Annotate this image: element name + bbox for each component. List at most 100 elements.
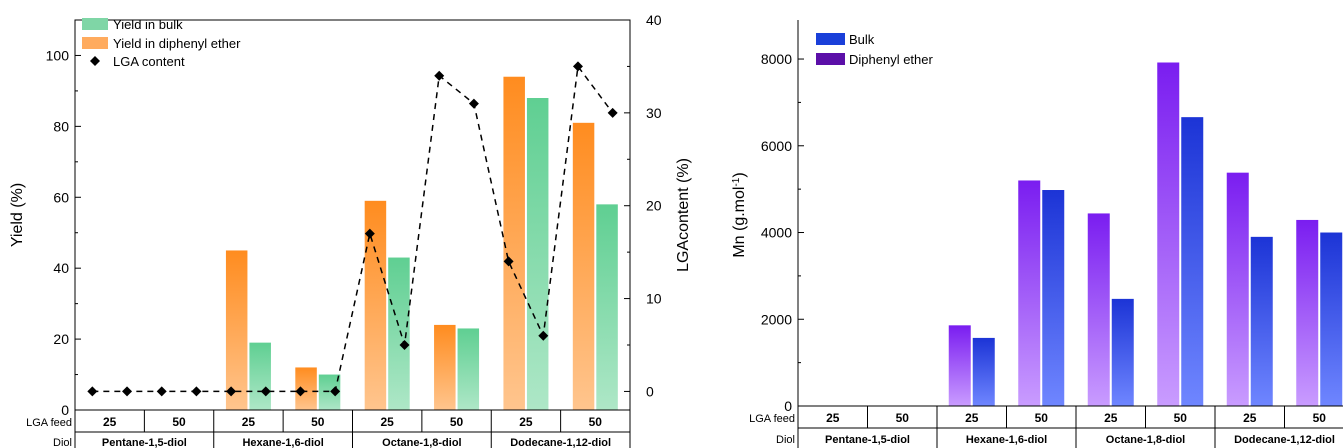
mn-bar-bulk-2 (972, 337, 995, 406)
mn-lga-feed-cell: 25 (1104, 411, 1118, 425)
legend-marker-lga (90, 56, 100, 66)
lga-point-3 (191, 386, 202, 397)
lga-point-9 (399, 340, 410, 350)
mn-y-tick-label: 6000 (761, 138, 792, 154)
mn-lga-feed-cell: 50 (1313, 411, 1327, 425)
y2-tick-label: 0 (646, 383, 654, 399)
lga-point-13 (538, 330, 549, 341)
y-tick-label: 80 (53, 118, 69, 134)
mn-bar-diphenyl-ether-5 (1157, 62, 1180, 407)
mn-y-tick-label: 4000 (761, 225, 792, 241)
mn-lga-feed-cell: 50 (1174, 411, 1188, 425)
row-label-diol: Diol (53, 437, 72, 448)
mn-row-label-diol: Diol (776, 434, 795, 446)
lga-feed-cell: 25 (519, 415, 533, 429)
lga-point-10 (434, 70, 445, 81)
yield-y-axis-label: Yield (%) (9, 183, 26, 247)
mn-diol-hexane-1-6-diol: Hexane-1,6-diol (966, 434, 1047, 446)
mn-lga-feed-cell: 50 (1035, 411, 1049, 425)
mn-diol-octane-1-8-diol: Octane-1,8-diol (1106, 434, 1185, 446)
bar-diphenyl-ether-6 (503, 76, 525, 411)
lga-point-1 (122, 386, 133, 397)
mn-bar-bulk-5 (1181, 117, 1204, 406)
lga-feed-cell: 25 (381, 415, 395, 429)
mn-lga-feed-cell: 25 (1243, 411, 1257, 425)
bar-bulk-3 (318, 374, 341, 410)
bar-diphenyl-ether-2 (225, 250, 248, 410)
y2-tick-label: 20 (646, 198, 662, 214)
legend-swatch-bulk-mn (816, 33, 845, 45)
mn-bar-bulk-4 (1111, 298, 1134, 406)
mn-legend: Bulk Diphenyl ether (816, 32, 933, 67)
lga-point-12 (503, 256, 514, 267)
diol-octane-1-8-diol: Octane-1,8-diol (382, 437, 461, 448)
mn-lga-feed-cell: 25 (965, 411, 979, 425)
mn-bar-diphenyl-ether-6 (1226, 172, 1249, 406)
legend-swatch-bulk (82, 18, 108, 30)
diol-hexane-1-6-diol: Hexane-1,6-diol (242, 437, 323, 448)
lga-feed-cell: 50 (172, 415, 186, 429)
lga-feed-cell: 50 (450, 415, 464, 429)
lga-point-0 (87, 386, 98, 397)
lga-point-2 (156, 386, 167, 397)
y-tick-label: 40 (53, 260, 69, 276)
lga-feed-cell: 50 (589, 415, 603, 429)
legend-label-lga: LGA content (113, 54, 185, 69)
y-tick-label: 100 (46, 47, 70, 63)
legend-swatch-diphenyl-ether (82, 37, 108, 49)
yield-chart: 0 20 40 60 80 100 0 10 20 30 40 25 50 25 50 25 50 25 50 P… (9, 12, 692, 448)
lga-point-5 (260, 386, 271, 397)
mn-bar-diphenyl-ether-7 (1296, 219, 1319, 406)
mn-y-tick-label: 0 (784, 398, 792, 414)
lga-feed-cell: 50 (311, 415, 325, 429)
lga-point-15 (607, 107, 618, 118)
bar-diphenyl-ether-5 (434, 324, 456, 410)
y2-tick-label: 10 (646, 291, 662, 307)
y-tick-label: 60 (53, 189, 69, 205)
lga-point-7 (330, 386, 341, 397)
legend-swatch-diphenyl-mn (816, 53, 845, 65)
y2-tick-label: 40 (646, 12, 662, 28)
bar-bulk-7 (596, 204, 618, 410)
mn-bar-bulk-3 (1042, 190, 1065, 406)
lga-point-6 (295, 386, 306, 397)
y-tick-label: 20 (53, 331, 69, 347)
y2-tick-label: 30 (646, 105, 662, 121)
row-label-lga-feed: LGA feed (26, 417, 72, 429)
lga-point-11 (468, 98, 479, 109)
bar-bulk-6 (526, 98, 549, 410)
lga-feed-cell: 25 (103, 415, 117, 429)
mn-bar-diphenyl-ether-3 (1018, 180, 1041, 406)
mn-y-tick-label: 8000 (761, 51, 792, 67)
mn-diol-pentane-1-5-diol: Pentane-1,5-diol (825, 434, 910, 446)
lga-content-axis-label: LGAcontent (%) (675, 158, 692, 272)
legend-label-bulk: Yield in bulk (113, 17, 183, 32)
mn-lga-feed-cell: 50 (896, 411, 910, 425)
mn-bar-diphenyl-ether-2 (948, 325, 971, 406)
mn-diol-dodecane-1-12-diol: Dodecane-1,12-diol (1234, 434, 1335, 446)
mn-bar-bulk-6 (1250, 236, 1273, 406)
mn-row-label-lga-feed: LGA feed (749, 413, 795, 425)
lga-point-14 (572, 61, 583, 72)
mn-bar-diphenyl-ether-4 (1087, 213, 1110, 406)
yield-legend: Yield in bulk Yield in diphenyl ether LG… (82, 17, 241, 69)
bar-bulk-2 (249, 342, 271, 410)
lga-feed-cell: 25 (242, 415, 256, 429)
molar-mass-chart: 0 2000 4000 6000 8000 25 50 25 50 25 50 25 50 Pentan… (731, 20, 1343, 448)
bar-diphenyl-ether-7 (572, 122, 595, 411)
mn-bar-bulk-7 (1320, 232, 1343, 406)
bar-diphenyl-ether-4 (364, 200, 387, 410)
diol-dodecane-1-12-diol: Dodecane-1,12-diol (510, 437, 611, 448)
bar-bulk-4 (388, 257, 410, 410)
mn-y-tick-label: 2000 (761, 311, 792, 327)
mn-y-axis-label: Mn (g.mol-1) (731, 172, 749, 257)
diol-pentane-1-5-diol: Pentane-1,5-diol (102, 437, 187, 448)
legend-label-diphenyl-mn: Diphenyl ether (849, 52, 933, 67)
bar-bulk-5 (457, 328, 480, 410)
lga-point-8 (364, 228, 375, 239)
lga-content-line (92, 64, 614, 393)
bar-diphenyl-ether-3 (295, 367, 317, 410)
mn-lga-feed-cell: 25 (826, 411, 840, 425)
lga-point-4 (226, 386, 237, 397)
